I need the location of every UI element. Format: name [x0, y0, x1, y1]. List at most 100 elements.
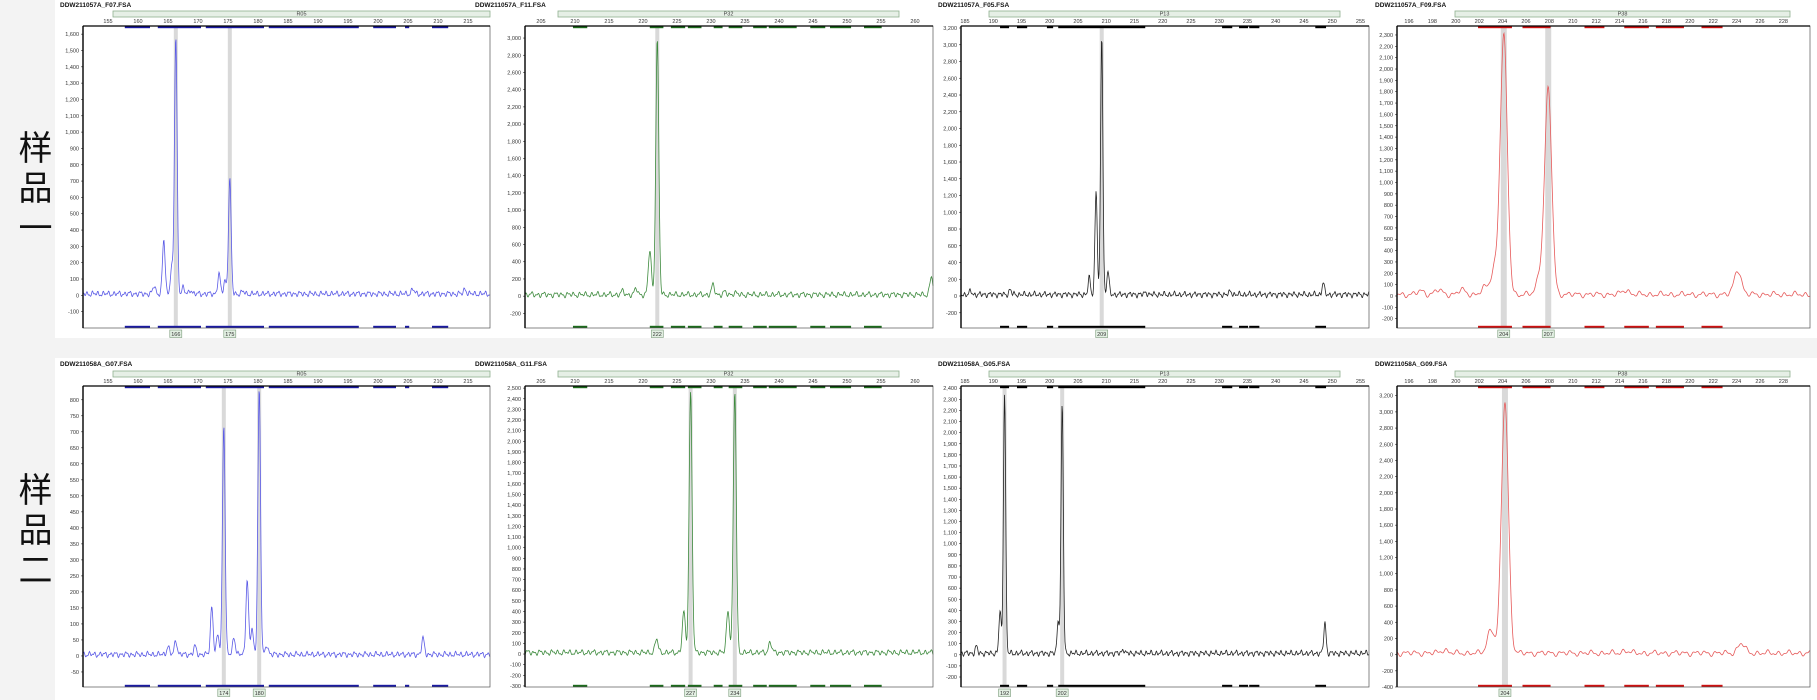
trace-line	[960, 41, 1370, 299]
x-tick-label: 196	[1404, 19, 1413, 25]
allele-label-box	[684, 688, 697, 697]
y-tick-label: 400	[1384, 249, 1393, 255]
x-tick-label: 255	[876, 379, 885, 385]
y-tick-label: 300	[948, 619, 957, 625]
bin-marker-top	[728, 26, 743, 29]
x-tick-label: 210	[433, 19, 442, 25]
y-tick-label: 1,400	[507, 503, 521, 509]
marker-range-box	[557, 10, 900, 18]
marker-range-box	[988, 10, 1341, 18]
x-tick-label: 175	[223, 379, 232, 385]
y-tick-label: 800	[70, 163, 79, 169]
y-tick-label: 1,700	[943, 464, 957, 470]
bin-marker-bottom	[157, 325, 201, 328]
y-tick-label: 100	[1384, 283, 1393, 289]
allele-highlight-bar	[732, 386, 737, 687]
y-tick-label: 1,100	[943, 531, 957, 537]
x-tick-label: 180	[253, 19, 262, 25]
y-tick-label: 2,300	[1379, 33, 1393, 39]
x-tick-label: 195	[1017, 379, 1026, 385]
bin-marker-top	[1315, 26, 1327, 29]
x-tick-label: 225	[672, 19, 681, 25]
bin-marker-top	[432, 386, 449, 389]
y-tick-label: 400	[512, 260, 521, 266]
bin-marker-bottom	[157, 684, 201, 687]
x-tick-label: 240	[1271, 379, 1280, 385]
bin-marker-top	[1584, 386, 1605, 389]
bin-marker-bottom	[713, 684, 723, 687]
bin-marker-top	[572, 26, 588, 29]
x-tick-label: 235	[740, 19, 749, 25]
y-tick-label: 2,000	[507, 439, 521, 445]
marker-range-box	[112, 370, 491, 378]
y-tick-label: 0	[954, 294, 957, 300]
allele-label-box	[1095, 329, 1109, 338]
x-tick-label: 226	[1755, 379, 1764, 385]
bin-marker-top	[864, 26, 882, 29]
y-tick-label: 2,400	[943, 386, 957, 392]
x-tick-label: 228	[1779, 379, 1788, 385]
x-tick-label: 235	[740, 379, 749, 385]
marker-range-box	[1454, 10, 1791, 18]
bin-marker-top	[1655, 386, 1684, 389]
y-tick-label: 2,400	[943, 93, 957, 99]
x-tick-label: 165	[163, 19, 172, 25]
bin-marker-top	[1046, 26, 1054, 29]
bin-marker-bottom	[713, 325, 723, 328]
y-tick-label: 1,500	[943, 486, 957, 492]
y-tick-label: 1,600	[943, 475, 957, 481]
y-tick-label: 1,700	[1379, 101, 1393, 107]
bin-marker-top	[1000, 26, 1010, 29]
sample-label-1: 样品一	[12, 130, 52, 250]
bin-marker-bottom	[1522, 684, 1551, 687]
marker-range-box	[988, 370, 1341, 378]
bin-marker-top	[1058, 386, 1146, 389]
bin-marker-bottom	[670, 684, 686, 687]
bin-marker-top	[205, 386, 264, 389]
bin-marker-bottom	[432, 325, 449, 328]
y-tick-label: 1,400	[943, 177, 957, 183]
x-tick-label: 155	[103, 379, 112, 385]
x-tick-label: 225	[1186, 379, 1195, 385]
x-tick-label: 222	[1709, 379, 1718, 385]
x-tick-label: 200	[373, 19, 382, 25]
y-tick-label: 2,400	[507, 397, 521, 403]
panel-title: DDW211057A_F11.FSA	[475, 2, 546, 9]
plot-area	[961, 386, 1369, 687]
y-tick-label: 0	[1390, 653, 1393, 659]
allele-label: 192	[1000, 691, 1009, 697]
bin-marker-top	[268, 386, 359, 389]
marker-range-box	[1454, 370, 1791, 378]
x-tick-label: 245	[1299, 379, 1308, 385]
allele-highlight-bar	[221, 386, 226, 687]
y-tick-label: 1,300	[65, 81, 79, 87]
y-tick-label: 150	[70, 606, 79, 612]
panel-6: DDW211058A_G11.FSA P32 205 210 215 220 225 230 2…	[475, 361, 934, 697]
panel-title: DDW211058A_G11.FSA	[475, 361, 547, 368]
y-tick-label: 2,100	[943, 420, 957, 426]
x-tick-label: 235	[1243, 19, 1252, 25]
bin-marker-bottom	[373, 325, 396, 328]
panel-1: DDW211057A_F07.FSA R05 155 160 165 170 175 180 1…	[60, 2, 491, 338]
bin-marker-top	[1655, 26, 1684, 29]
y-tick-label: 550	[70, 478, 79, 484]
y-tick-label: 2,300	[943, 397, 957, 403]
bin-marker-bottom	[728, 325, 743, 328]
bin-marker-top	[810, 26, 826, 29]
x-tick-label: 205	[536, 19, 545, 25]
x-tick-label: 206	[1521, 379, 1530, 385]
y-tick-label: 2,800	[1379, 426, 1393, 432]
bin-marker-top	[768, 26, 797, 29]
x-tick-label: 216	[1638, 19, 1647, 25]
allele-label-box	[728, 688, 742, 697]
y-tick-label: 200	[948, 631, 957, 637]
allele-label-box	[217, 688, 231, 697]
y-tick-label: 600	[1384, 226, 1393, 232]
bin-marker-top	[124, 26, 150, 29]
bin-marker-top	[1478, 386, 1512, 389]
bin-marker-top	[728, 386, 743, 389]
bin-marker-top	[753, 386, 767, 389]
x-tick-label: 198	[1428, 19, 1437, 25]
x-tick-label: 222	[1709, 19, 1718, 25]
bin-marker-bottom	[1016, 325, 1028, 328]
